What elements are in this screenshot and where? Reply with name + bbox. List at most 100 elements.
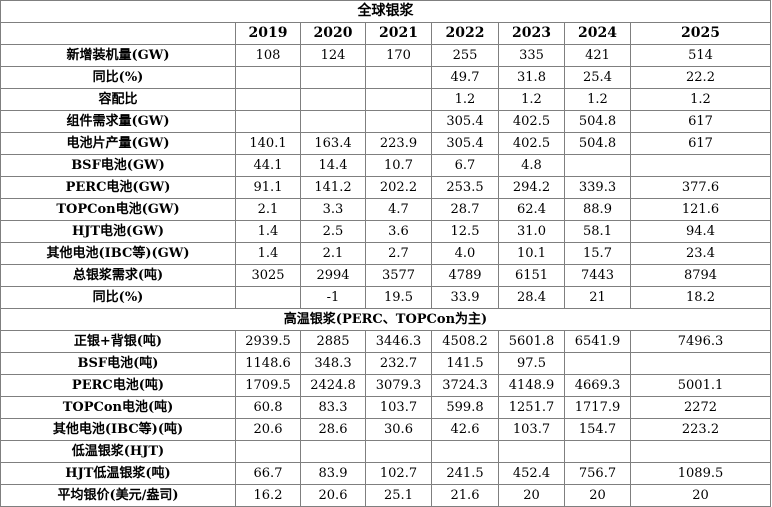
value-cell: 402.5 xyxy=(498,132,565,155)
value-cell: 2.1 xyxy=(235,198,301,221)
value-cell xyxy=(235,88,301,111)
table-row: PERC电池(GW) 91.1 141.2 202.2 253.5 294.2 339.3 3… xyxy=(0,176,771,199)
row-label: 总银浆需求(吨) xyxy=(0,264,236,287)
value-cell: 20 xyxy=(498,484,565,507)
value-cell: 28.4 xyxy=(498,286,565,309)
year-header-row: 2019 2020 2021 2022 2023 2024 2025 xyxy=(0,22,771,45)
value-cell xyxy=(365,88,432,111)
value-cell: 20.6 xyxy=(235,418,301,441)
value-cell: 4669.3 xyxy=(564,374,631,397)
value-cell: 28.7 xyxy=(431,198,499,221)
value-cell: 154.7 xyxy=(564,418,631,441)
value-cell: 348.3 xyxy=(300,352,366,375)
value-cell xyxy=(630,440,771,463)
value-cell: 15.7 xyxy=(564,242,631,265)
table-row: 高温银浆(PERC、TOPCon为主) xyxy=(0,308,771,331)
section-label: 高温银浆(PERC、TOPCon为主) xyxy=(0,308,771,331)
year-header-cell: 2020 xyxy=(300,22,366,45)
row-label: PERC电池(吨) xyxy=(0,374,236,397)
value-cell: 232.7 xyxy=(365,352,432,375)
year-header-cell: 2021 xyxy=(365,22,432,45)
row-label: TOPCon电池(吨) xyxy=(0,396,236,419)
value-cell: 31.8 xyxy=(498,66,565,89)
value-cell: 140.1 xyxy=(235,132,301,155)
table-row: 组件需求量(GW) 305.4 402.5 504.8 617 xyxy=(0,110,771,133)
table-row: 总银浆需求(吨) 3025 2994 3577 4789 6151 7443 8794 xyxy=(0,264,771,287)
value-cell: 2272 xyxy=(630,396,771,419)
value-cell xyxy=(564,440,631,463)
row-label: 电池片产量(GW) xyxy=(0,132,236,155)
row-label: 低温银浆(HJT) xyxy=(0,440,236,463)
row-label: 容配比 xyxy=(0,88,236,111)
value-cell: 504.8 xyxy=(564,132,631,155)
value-cell: 253.5 xyxy=(431,176,499,199)
value-cell: 377.6 xyxy=(630,176,771,199)
value-cell: 223.9 xyxy=(365,132,432,155)
value-cell xyxy=(235,286,301,309)
value-cell xyxy=(235,110,301,133)
value-cell: 58.1 xyxy=(564,220,631,243)
value-cell: 1148.6 xyxy=(235,352,301,375)
value-cell: 305.4 xyxy=(431,110,499,133)
value-cell xyxy=(235,66,301,89)
value-cell: 2939.5 xyxy=(235,330,301,353)
value-cell: 1.2 xyxy=(498,88,565,111)
value-cell: 25.1 xyxy=(365,484,432,507)
row-label: 同比(%) xyxy=(0,66,236,89)
table-row: 容配比 1.2 1.2 1.2 1.2 xyxy=(0,88,771,111)
value-cell: 3724.3 xyxy=(431,374,499,397)
value-cell: 202.2 xyxy=(365,176,432,199)
value-cell: 504.8 xyxy=(564,110,631,133)
table-row: 其他电池(IBC等)(吨) 20.6 28.6 30.6 42.6 103.7 154.7 2… xyxy=(0,418,771,441)
value-cell: 2.1 xyxy=(300,242,366,265)
table-row: HJT电池(GW) 1.4 2.5 3.6 12.5 31.0 58.1 94.4 xyxy=(0,220,771,243)
value-cell: 421 xyxy=(564,44,631,67)
table-row: 正银+背银(吨) 2939.5 2885 3446.3 4508.2 5601.8 6541… xyxy=(0,330,771,353)
value-cell: 44.1 xyxy=(235,154,301,177)
value-cell: 14.4 xyxy=(300,154,366,177)
value-cell: 4508.2 xyxy=(431,330,499,353)
table-row: 平均银价(美元/盎司) 16.2 20.6 25.1 21.6 20 20 20 xyxy=(0,484,771,507)
value-cell: 21 xyxy=(564,286,631,309)
value-cell: 4.0 xyxy=(431,242,499,265)
value-cell: 3079.3 xyxy=(365,374,432,397)
value-cell: 1.4 xyxy=(235,220,301,243)
row-label: BSF电池(GW) xyxy=(0,154,236,177)
value-cell: 1.2 xyxy=(564,88,631,111)
value-cell: 163.4 xyxy=(300,132,366,155)
row-label: 其他电池(IBC等)(吨) xyxy=(0,418,236,441)
value-cell xyxy=(498,440,565,463)
table-row: 低温银浆(HJT) xyxy=(0,440,771,463)
value-cell: 12.5 xyxy=(431,220,499,243)
value-cell: 88.9 xyxy=(564,198,631,221)
value-cell: 20 xyxy=(564,484,631,507)
value-cell: 6541.9 xyxy=(564,330,631,353)
table-row: 电池片产量(GW) 140.1 163.4 223.9 305.4 402.5 504.8 6… xyxy=(0,132,771,155)
row-label: 同比(%) xyxy=(0,286,236,309)
value-cell: 402.5 xyxy=(498,110,565,133)
value-cell: 124 xyxy=(300,44,366,67)
value-cell xyxy=(300,110,366,133)
value-cell: 19.5 xyxy=(365,286,432,309)
value-cell: 94.4 xyxy=(630,220,771,243)
value-cell: 20 xyxy=(630,484,771,507)
value-cell xyxy=(365,110,432,133)
row-label: 平均银价(美元/盎司) xyxy=(0,484,236,507)
value-cell: 108 xyxy=(235,44,301,67)
title-row: 全球银浆 xyxy=(0,0,771,23)
table-row: 同比(%) -1 19.5 33.9 28.4 21 18.2 xyxy=(0,286,771,309)
value-cell: 28.6 xyxy=(300,418,366,441)
value-cell: 20.6 xyxy=(300,484,366,507)
year-header-cell: 2022 xyxy=(431,22,499,45)
value-cell: 103.7 xyxy=(498,418,565,441)
value-cell: 6151 xyxy=(498,264,565,287)
value-cell: 25.4 xyxy=(564,66,631,89)
value-cell: 617 xyxy=(630,132,771,155)
value-cell: 62.4 xyxy=(498,198,565,221)
value-cell: 1709.5 xyxy=(235,374,301,397)
row-label: HJT电池(GW) xyxy=(0,220,236,243)
value-cell: 3446.3 xyxy=(365,330,432,353)
value-cell: 18.2 xyxy=(630,286,771,309)
value-cell: 339.3 xyxy=(564,176,631,199)
value-cell: 8794 xyxy=(630,264,771,287)
